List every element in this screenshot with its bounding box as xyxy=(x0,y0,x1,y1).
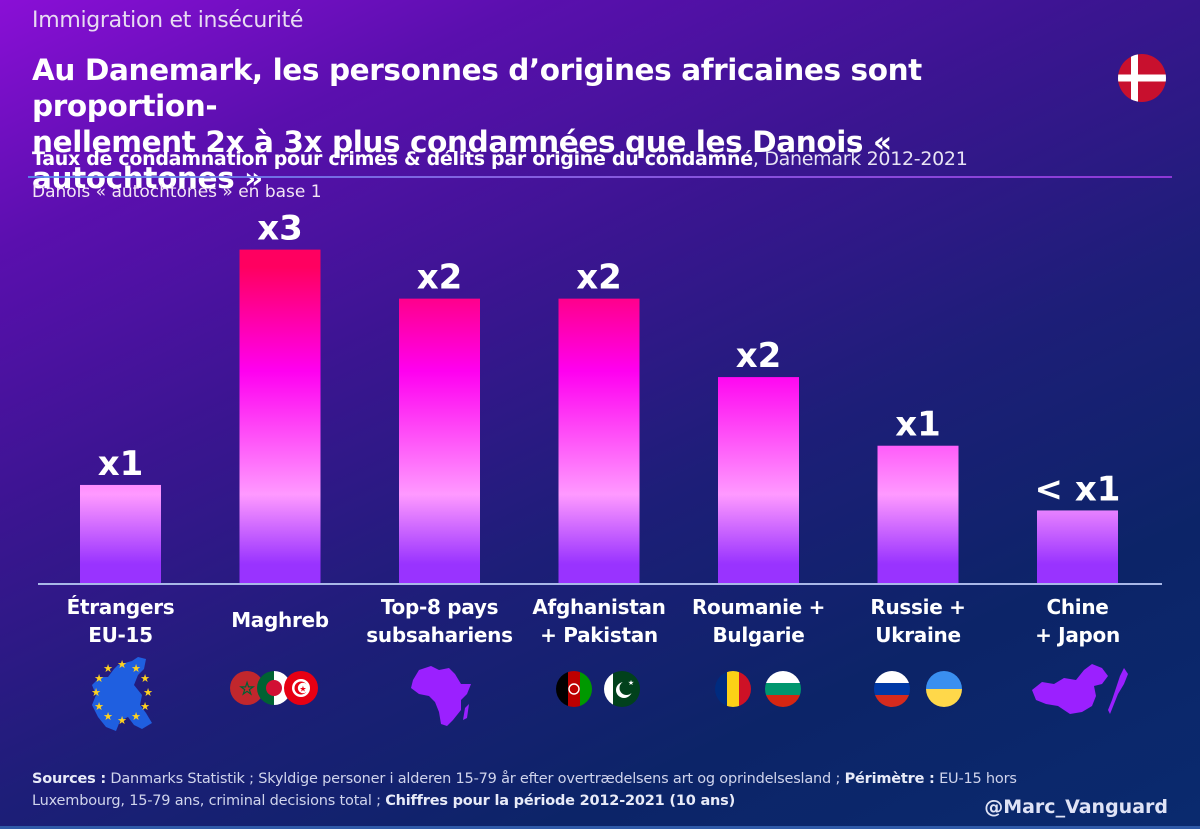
africa-map-icon xyxy=(411,666,471,726)
russia-ukraine-flags-icon xyxy=(874,671,962,707)
data-label-5: x2 xyxy=(736,336,782,376)
svg-text:★: ★ xyxy=(299,685,306,694)
denmark-flag-icon xyxy=(1118,54,1166,102)
bar-3 xyxy=(399,298,480,583)
category-label-line: EU-15 xyxy=(88,623,153,647)
svg-text:★: ★ xyxy=(140,700,150,713)
category-label-line: + Pakistan xyxy=(540,623,658,647)
data-label-7: < x1 xyxy=(1035,469,1121,509)
data-label-4: x2 xyxy=(576,258,622,298)
category-label-line: Chine xyxy=(1046,595,1109,619)
svg-text:★: ★ xyxy=(117,658,127,671)
romania-bulgaria-flags-icon xyxy=(715,671,801,707)
header-divider xyxy=(28,176,1172,178)
bar-2 xyxy=(239,249,321,583)
category-label-line: Étrangers xyxy=(66,595,175,619)
subtitle-period: , Danemark 2012-2021 xyxy=(752,148,968,170)
bar-1 xyxy=(80,484,161,583)
bar-4 xyxy=(558,298,640,583)
category-label-line: Bulgarie xyxy=(712,623,805,647)
sources-note: Sources : Danmarks Statistik ; Skyldige … xyxy=(32,768,1092,812)
subtitle-bold: Taux de condamnation pour crimes & délit… xyxy=(32,148,753,170)
category-label-1: Étrangers EU-15 xyxy=(41,593,201,649)
svg-text:★: ★ xyxy=(91,686,101,699)
svg-text:★: ★ xyxy=(140,672,150,685)
bar-6 xyxy=(877,445,959,583)
china-japan-map-icon xyxy=(1032,664,1128,714)
svg-text:★: ★ xyxy=(143,686,153,699)
category-label-2: Maghreb xyxy=(200,606,360,634)
category-label-line: + Japon xyxy=(1035,623,1120,647)
category-label-7: Chine + Japon xyxy=(998,593,1158,649)
chart-title: Au Danemark, les personnes d’origines af… xyxy=(32,52,1092,196)
data-label-2: x3 xyxy=(257,209,303,249)
bar-5 xyxy=(718,377,799,583)
svg-text:★: ★ xyxy=(131,710,141,723)
category-label-5: Roumanie + Bulgarie xyxy=(679,593,839,649)
base-note: Danois « autochtones » en base 1 xyxy=(32,182,322,202)
data-label-3: x2 xyxy=(417,258,463,298)
svg-text:★: ★ xyxy=(117,714,127,727)
svg-text:★: ★ xyxy=(94,700,104,713)
category-label-line: Ukraine xyxy=(875,623,961,647)
perimetre-label: Périmètre : xyxy=(844,771,935,787)
chart-subtitle: Taux de condamnation pour crimes & délit… xyxy=(32,148,968,170)
category-label-line: subsahariens xyxy=(366,623,513,647)
category-label-6: Russie + Ukraine xyxy=(838,593,998,649)
svg-text:★: ★ xyxy=(103,662,113,675)
title-line-2: nellement 2x à 3x plus condamnées que le… xyxy=(32,125,892,195)
svg-text:★: ★ xyxy=(103,710,113,723)
svg-text:★: ★ xyxy=(240,681,254,698)
category-label-3: Top-8 pays subsahariens xyxy=(360,593,520,649)
category-label-line: Roumanie + xyxy=(691,595,826,619)
period-text: Chiffres pour la période 2012-2021 (10 a… xyxy=(385,793,736,809)
category-label-line: Maghreb xyxy=(231,608,329,632)
svg-text:★: ★ xyxy=(131,662,141,675)
perimetre-text: EU-15 hors Luxembourg, 15-79 ans, crimin… xyxy=(32,771,1017,809)
afghanistan-pakistan-flags-icon: ★ xyxy=(556,671,640,707)
category-label-line: Afghanistan xyxy=(532,595,666,619)
sources-label: Sources : xyxy=(32,771,106,787)
svg-text:★: ★ xyxy=(94,672,104,685)
category-label-line: Russie + xyxy=(870,595,966,619)
kicker: Immigration et insécurité xyxy=(32,8,304,33)
maghreb-flags-icon: ★ ★ xyxy=(230,671,318,705)
bottom-border xyxy=(0,826,1200,829)
sources-text: Danmarks Statistik ; Skyldige personer i… xyxy=(106,771,845,787)
data-label-6: x1 xyxy=(895,405,941,445)
title-line-1: Au Danemark, les personnes d’origines af… xyxy=(32,53,922,123)
bar-7 xyxy=(1037,510,1118,583)
eu-map-icon: ★★ ★ ★ ★ ★ ★ ★ ★ ★ ★★ xyxy=(91,657,153,731)
category-label-4: Afghanistan + Pakistan xyxy=(519,593,679,649)
category-label-line: Top-8 pays xyxy=(380,595,499,619)
data-label-1: x1 xyxy=(98,444,144,484)
author-handle: @Marc_Vanguard xyxy=(984,796,1168,818)
svg-text:★: ★ xyxy=(628,679,634,687)
